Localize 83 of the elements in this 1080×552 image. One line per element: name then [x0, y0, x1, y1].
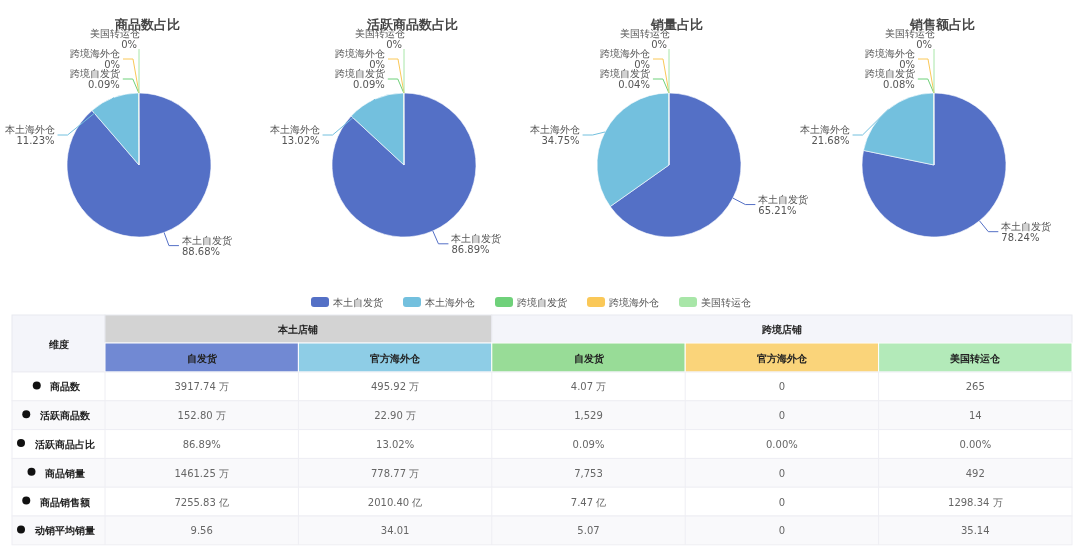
- text: 13.02%: [376, 439, 415, 450]
- legend-label: 美国转运仓: [701, 297, 751, 308]
- data-label: 0.08%: [883, 79, 915, 90]
- data-label: 0.09%: [353, 79, 385, 90]
- text: 0%: [651, 39, 667, 50]
- category-label: 商品销售额: [39, 496, 90, 508]
- data-label: 0.09%: [88, 79, 120, 90]
- category-label: 动销平均销量: [34, 525, 95, 537]
- text: 本土店铺: [277, 324, 319, 335]
- data-label: 0.04%: [618, 79, 650, 90]
- text: 4.07 万: [570, 381, 607, 393]
- text: 1461.25 万: [174, 467, 229, 479]
- text: 492: [965, 467, 985, 479]
- data-label: 65.21%: [758, 204, 797, 216]
- slice-label: 本土海外仓: [799, 124, 850, 135]
- text: 0: [778, 410, 786, 422]
- data-label: 13.02%: [281, 135, 320, 146]
- category-label: 跨境海外仓: [865, 48, 915, 59]
- legend-label: 本土海外仓: [425, 297, 475, 308]
- text: 5.07: [577, 525, 600, 537]
- text: 跨境店铺: [760, 324, 802, 335]
- text: 3917.74 万: [174, 381, 229, 393]
- category-label: 跨境海外仓: [70, 48, 120, 59]
- slice-label: 跨境自发货: [599, 68, 650, 79]
- slice-label: 本土自发货: [1001, 220, 1052, 232]
- text: 0%: [121, 39, 137, 50]
- category-label: 美国转运仓: [885, 28, 935, 39]
- text: 34.01: [380, 525, 410, 537]
- slice-label: 跨境自发货: [864, 68, 915, 79]
- category-label: 官方海外仓: [756, 352, 808, 364]
- category-label: 跨境海外仓: [335, 48, 385, 59]
- text: 9.56: [190, 525, 213, 537]
- text: 7255.83 亿: [174, 496, 229, 508]
- data-label: 78.24%: [1001, 231, 1040, 243]
- text: 778.77 万: [371, 467, 420, 479]
- category-label: 自发货: [573, 352, 605, 364]
- category-label: 商品数: [49, 381, 80, 393]
- text: 35.14: [960, 525, 990, 537]
- text: 0%: [916, 39, 932, 50]
- text: 495.92 万: [371, 381, 420, 393]
- category-label: 美国转运仓: [949, 352, 1002, 364]
- text: 265: [965, 381, 985, 393]
- text: 7,753: [574, 467, 603, 479]
- slice-label: 本土自发货: [181, 234, 232, 246]
- text: 7.47 亿: [570, 496, 607, 508]
- category-label: 自发货: [186, 352, 218, 364]
- text: 0.09%: [572, 439, 605, 450]
- text: 22.90 万: [374, 410, 417, 422]
- text: 152.80 万: [177, 410, 226, 422]
- text: 0: [778, 467, 786, 479]
- slice-label: 本土自发货: [451, 232, 502, 244]
- legend-label: 跨境海外仓: [609, 297, 659, 308]
- slice-label: 跨境自发货: [69, 68, 120, 79]
- legend-label: 本土自发货: [333, 297, 383, 308]
- text: 0: [778, 381, 786, 393]
- text: 0.00%: [766, 439, 798, 450]
- category-label: 商品销量: [44, 467, 85, 479]
- slice-label: 本土海外仓: [4, 124, 55, 135]
- text: 2010.40 亿: [367, 496, 423, 508]
- text: 86.89%: [182, 439, 221, 450]
- slice-label: 本土自发货: [758, 193, 809, 205]
- text: 0%: [386, 39, 402, 50]
- data-label: 11.23%: [16, 135, 55, 146]
- data-label: 88.68%: [181, 245, 221, 257]
- text: 1298.34 万: [948, 496, 1003, 508]
- text: 0.00%: [959, 439, 992, 450]
- data-label: 86.89%: [451, 243, 490, 255]
- category-label: 美国转运仓: [90, 28, 140, 39]
- text: 14: [968, 410, 982, 422]
- text: 1,529: [574, 410, 603, 422]
- data-label: 34.75%: [541, 135, 580, 146]
- category-label: 跨境海外仓: [600, 48, 650, 59]
- slice-label: 本土海外仓: [269, 124, 320, 135]
- legend-label: 跨境自发货: [517, 297, 567, 308]
- text: 维度: [47, 338, 69, 350]
- slice-label: 跨境自发货: [334, 68, 385, 79]
- slice-label: 本土海外仓: [529, 124, 580, 135]
- text: 0: [778, 496, 786, 508]
- category-label: 官方海外仓: [370, 352, 422, 364]
- text: 0: [778, 525, 786, 537]
- category-label: 活跃商品数: [39, 410, 90, 422]
- data-label: 21.68%: [811, 135, 850, 146]
- category-label: 活跃商品占比: [34, 439, 95, 450]
